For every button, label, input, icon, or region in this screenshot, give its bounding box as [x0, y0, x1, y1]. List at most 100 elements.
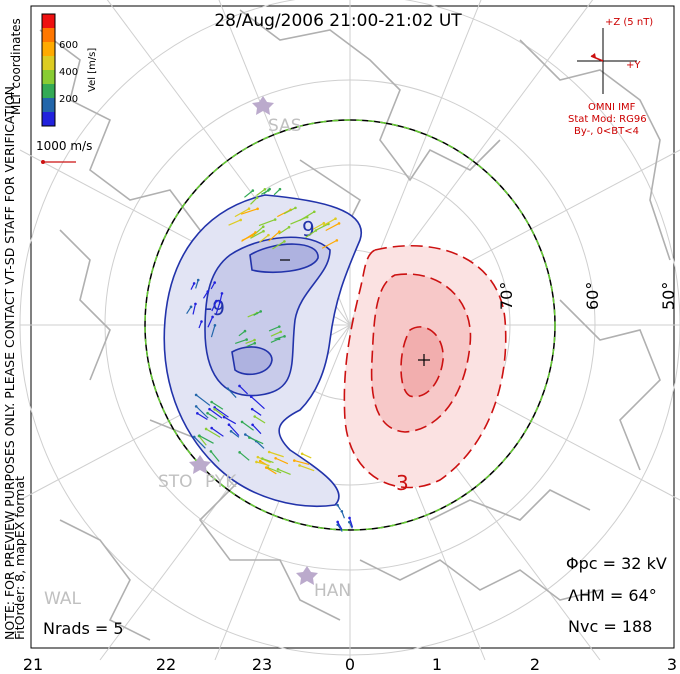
velocity-vector [239, 451, 250, 461]
velocity-vector [268, 231, 280, 242]
velocity-vector-origin [273, 218, 277, 221]
velocity-vector-origin [336, 520, 339, 524]
velocity-vector [278, 226, 290, 235]
velocity-vector-origin [220, 292, 224, 295]
colorbar-segment [42, 70, 55, 85]
potential-max-marker [418, 354, 430, 366]
velocity-vector-origin [314, 229, 318, 232]
velocity-vector [249, 437, 264, 445]
velocity-vector-origin [189, 305, 193, 309]
map-title: 28/Aug/2006 21:00-21:02 UT [214, 11, 462, 31]
stat-lambda-hm: ΛHM = 64° [568, 586, 657, 605]
velocity-vector-origin [274, 456, 277, 460]
velocity-vector [253, 226, 264, 236]
velocity-vector [321, 239, 338, 249]
velocity-vector [210, 451, 220, 462]
hm-boundary-green [144, 119, 556, 531]
lat-label-60: 60° [583, 282, 602, 310]
velocity-vector-origin [336, 503, 339, 507]
imf-bz-label: +Z (5 nT) [605, 17, 653, 28]
velocity-vector [265, 467, 277, 475]
velocity-vector [283, 207, 296, 215]
velocity-vector-origin [213, 407, 216, 411]
velocity-vector [195, 405, 209, 419]
mlt-tick-0: 0 [345, 655, 355, 674]
colorbar-tick-200: 200 [59, 94, 78, 105]
velocity-vector [275, 457, 289, 465]
velocity-vector [195, 394, 211, 406]
velocity-vector-origin [255, 460, 258, 464]
velocity-vector [256, 188, 266, 196]
velocity-vector [244, 190, 254, 198]
velocity-vector-origin [200, 320, 203, 323]
velocity-vector [305, 230, 317, 238]
colorbar-segment [42, 112, 55, 127]
station-labels: SAS STO PYK HAN WAL [44, 116, 351, 609]
velocity-vector [245, 339, 255, 345]
colorbar-segment [42, 98, 55, 113]
fit-note: FitOrder: 8, mapEX format [12, 476, 27, 640]
velocity-vector-origin [277, 325, 281, 328]
velocity-vector-origin [278, 230, 281, 233]
velocity-vector-origin [340, 509, 344, 513]
velocity-vector [205, 428, 221, 438]
velocity-vector [209, 408, 223, 419]
velocity-vector-origin [253, 415, 257, 418]
velocity-vector-origin [244, 433, 247, 436]
velocity-vector [252, 424, 262, 435]
imf-stat-model: Stat Mod: RG96 [568, 114, 647, 125]
velocity-vector [348, 517, 354, 528]
velocity-vector-origin [300, 452, 304, 456]
velocity-vector-origin [335, 239, 339, 242]
velocity-vector-origin [238, 451, 241, 454]
coordinate-system-label: MLT coordinates [9, 18, 23, 115]
velocity-vector [272, 240, 285, 250]
velocity-vector [198, 435, 207, 446]
velocity-vector [230, 430, 240, 438]
velocity-vector [192, 303, 197, 315]
velocity-vector-origin [267, 233, 270, 237]
velocity-vector [250, 396, 265, 410]
colorbar-tick-600: 600 [59, 40, 78, 51]
velocity-vector [228, 424, 240, 437]
velocity-vector [228, 219, 241, 226]
velocity-vector-origin [196, 412, 199, 415]
velocity-vector [277, 468, 291, 475]
velocity-vector-origin [253, 338, 256, 342]
stat-n-rads: Nrads = 5 [43, 619, 124, 638]
velocity-vector-origin [279, 330, 283, 334]
scale-vector-label: 1000 m/s [36, 139, 92, 153]
velocity-vector [207, 316, 214, 328]
fit-statistics: Φpc = 32 kV ΛHM = 64° Nvc = 188 Nrads = … [43, 554, 667, 638]
velocity-vector-origin [337, 222, 341, 225]
velocity-vector-origin [256, 455, 260, 459]
velocity-vector-origin [267, 450, 271, 454]
colorbar-segment [42, 56, 55, 71]
colorbar-segment [42, 42, 55, 57]
velocity-vector-origin [198, 434, 201, 437]
velocity-vector-origin [258, 459, 262, 463]
velocity-vector-origin [248, 436, 251, 439]
scale-vector-origin [41, 160, 45, 164]
colorbar-segment [42, 28, 55, 43]
imf-dial: +Z (5 nT) +Y OMNI IMF Stat Mod: RG96 By-… [568, 17, 653, 137]
velocity-vector [270, 331, 281, 337]
stat-phi-pc: Φpc = 32 kV [566, 554, 667, 573]
contour-label-neg-left: -9 [205, 296, 225, 320]
velocity-vector-origin [213, 281, 217, 284]
velocity-vector [211, 300, 217, 312]
colorbar-frame [41, 13, 56, 127]
velocity-vector [270, 338, 280, 343]
velocity-vector-origin [194, 302, 197, 306]
station-label-pyk: PYK [205, 472, 237, 492]
velocity-vector [207, 412, 218, 420]
velocity-vector [254, 415, 266, 424]
velocity-vector-origin [254, 231, 257, 234]
negative-potential-cell [163, 194, 363, 508]
velocity-vector-origin [278, 187, 282, 191]
velocity-vector [235, 339, 247, 345]
imf-vector [590, 55, 604, 62]
velocity-vector-origin [238, 384, 241, 388]
velocity-vector-origin [287, 225, 291, 229]
